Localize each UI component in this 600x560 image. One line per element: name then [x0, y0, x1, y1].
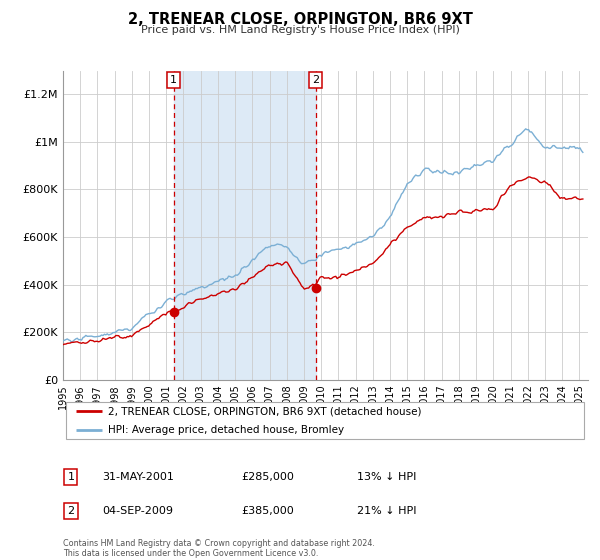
Text: 2, TRENEAR CLOSE, ORPINGTON, BR6 9XT (detached house): 2, TRENEAR CLOSE, ORPINGTON, BR6 9XT (de…: [107, 407, 421, 416]
FancyBboxPatch shape: [65, 403, 584, 438]
Text: 04-SEP-2009: 04-SEP-2009: [103, 506, 173, 516]
Text: 13% ↓ HPI: 13% ↓ HPI: [357, 472, 416, 482]
Text: £385,000: £385,000: [241, 506, 294, 516]
Text: 21% ↓ HPI: 21% ↓ HPI: [357, 506, 416, 516]
Text: £285,000: £285,000: [241, 472, 295, 482]
Text: Contains HM Land Registry data © Crown copyright and database right 2024.
This d: Contains HM Land Registry data © Crown c…: [63, 539, 375, 558]
Text: 2, TRENEAR CLOSE, ORPINGTON, BR6 9XT: 2, TRENEAR CLOSE, ORPINGTON, BR6 9XT: [128, 12, 472, 27]
Text: 2: 2: [67, 506, 74, 516]
Text: 2: 2: [312, 75, 319, 85]
Text: 1: 1: [170, 75, 177, 85]
Text: Price paid vs. HM Land Registry's House Price Index (HPI): Price paid vs. HM Land Registry's House …: [140, 25, 460, 35]
Text: 1: 1: [67, 472, 74, 482]
Text: HPI: Average price, detached house, Bromley: HPI: Average price, detached house, Brom…: [107, 425, 344, 435]
Bar: [173, 71, 316, 380]
Text: 31-MAY-2001: 31-MAY-2001: [103, 472, 174, 482]
